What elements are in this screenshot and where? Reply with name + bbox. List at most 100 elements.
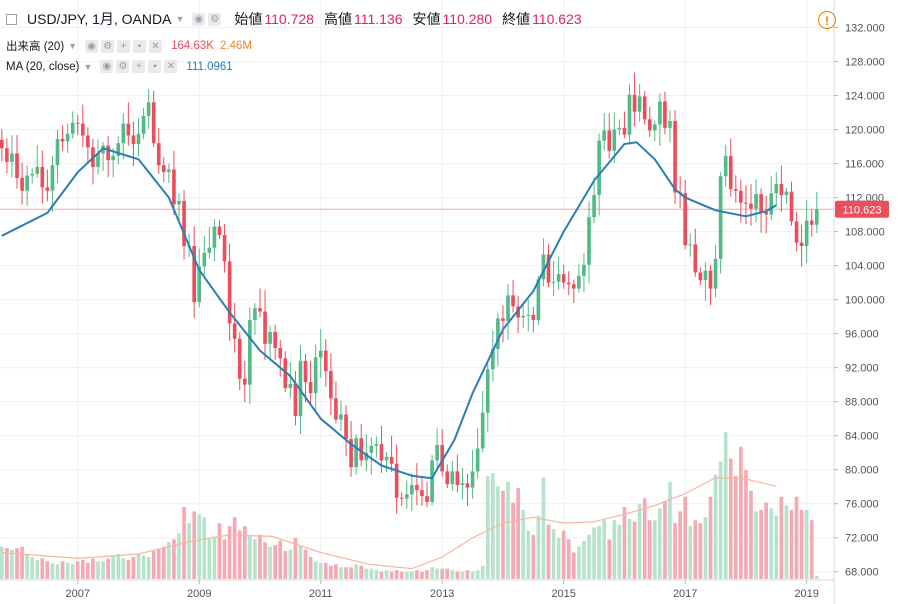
- settings-icon[interactable]: ⚙: [116, 60, 130, 73]
- plus-icon[interactable]: +: [132, 60, 146, 73]
- volume-bar: [86, 562, 90, 579]
- candle-body: [293, 383, 298, 417]
- candle-body: [668, 121, 672, 128]
- more-icon[interactable]: ▪: [133, 39, 147, 53]
- volume-bar: [15, 548, 19, 579]
- volume-bar: [0, 546, 4, 579]
- candle-body: [126, 123, 131, 136]
- volume-ma-value: 2.46M: [219, 40, 252, 52]
- candle-body: [278, 348, 283, 359]
- volume-bar: [814, 576, 819, 579]
- candle-body: [15, 153, 19, 179]
- close-icon[interactable]: ✕: [164, 60, 178, 73]
- chevron-down-icon[interactable]: ▼: [83, 61, 93, 72]
- price-axis-pane[interactable]: [834, 0, 900, 604]
- volume-bar: [597, 526, 601, 579]
- eye-icon[interactable]: ◉: [192, 12, 206, 26]
- candle-body: [25, 175, 29, 191]
- candle-body: [480, 412, 485, 449]
- volume-bar: [769, 508, 774, 579]
- volume-bar: [744, 470, 748, 579]
- alert-icon[interactable]: !: [818, 11, 836, 29]
- candle-body: [258, 308, 262, 312]
- candle-body: [647, 119, 652, 131]
- candle-body: [688, 244, 693, 246]
- volume-bar: [253, 539, 257, 579]
- close-icon[interactable]: ✕: [149, 39, 163, 53]
- volume-bar: [637, 504, 642, 579]
- candle-body: [364, 452, 369, 461]
- chevron-down-icon[interactable]: ▼: [68, 41, 78, 51]
- volume-bar: [136, 554, 141, 579]
- candle-body: [217, 226, 222, 235]
- y-tick-label: 84.000: [845, 431, 879, 443]
- candle-body: [222, 234, 227, 262]
- candle-body: [212, 226, 217, 248]
- candle-body: [779, 183, 784, 196]
- legend-symbol[interactable]: USD/JPY, 1月, OANDA: [27, 11, 172, 27]
- eye-icon[interactable]: ◉: [100, 60, 114, 73]
- volume-bar: [399, 571, 404, 579]
- ma-indicator-label[interactable]: MA (20, close): [6, 60, 80, 73]
- last-price-label: 110.623: [843, 204, 882, 216]
- volume-bar: [121, 558, 126, 579]
- candle-body: [313, 357, 318, 394]
- settings-icon[interactable]: ⚙: [101, 39, 115, 53]
- plus-icon[interactable]: +: [117, 39, 131, 53]
- candle-body: [40, 166, 45, 188]
- more-icon[interactable]: ▪: [148, 60, 162, 73]
- candle-body: [394, 463, 399, 498]
- volume-bar: [496, 486, 500, 579]
- candle-body: [207, 247, 212, 253]
- volume-bar: [75, 561, 80, 579]
- volume-bar: [65, 562, 70, 579]
- collapse-icon[interactable]: [6, 13, 17, 25]
- eye-icon[interactable]: ◉: [85, 39, 99, 53]
- candle-body: [501, 318, 505, 321]
- candle-body: [460, 483, 465, 486]
- volume-bar: [541, 477, 546, 579]
- candle-body: [713, 258, 718, 289]
- candle-body: [475, 448, 480, 472]
- volume-bar: [80, 559, 85, 579]
- x-tick-label: 2017: [673, 588, 697, 600]
- candle-body: [349, 439, 353, 468]
- candle-body: [253, 308, 257, 321]
- candle-body: [80, 123, 85, 136]
- volume-bar: [566, 539, 571, 579]
- volume-bar: [728, 458, 733, 579]
- candle-body: [263, 311, 267, 344]
- y-tick-label: 128.000: [845, 57, 885, 69]
- volume-bar: [116, 554, 121, 579]
- volume-bar: [349, 567, 353, 579]
- candle-body: [450, 471, 455, 485]
- volume-bar: [111, 555, 116, 579]
- volume-bar: [708, 496, 713, 579]
- low-value: 110.280: [442, 11, 493, 27]
- open-label: 始値: [234, 11, 263, 27]
- volume-bar: [571, 552, 576, 579]
- x-tick-label: 2019: [794, 588, 818, 600]
- candle-body: [288, 383, 293, 389]
- candle-body: [723, 155, 728, 177]
- candle-body: [571, 284, 576, 289]
- candle-body: [703, 270, 708, 281]
- volume-bar: [779, 496, 784, 579]
- candle-body: [698, 272, 703, 281]
- candle-body: [329, 371, 333, 399]
- volume-indicator-label[interactable]: 出来高 (20): [6, 41, 65, 53]
- candle-body: [369, 445, 374, 453]
- candle-body: [531, 314, 536, 321]
- candle-body: [111, 155, 116, 161]
- candle-body: [491, 348, 495, 370]
- settings-icon[interactable]: ⚙: [208, 12, 222, 26]
- volume-bar: [30, 556, 35, 579]
- volume-bar: [445, 568, 450, 579]
- ma-layer: [1, 141, 777, 480]
- volume-bar: [344, 567, 348, 579]
- candle-body: [20, 178, 24, 191]
- volume-bar: [404, 571, 409, 579]
- volume-bar: [592, 527, 596, 579]
- chevron-down-icon[interactable]: ▼: [175, 14, 185, 24]
